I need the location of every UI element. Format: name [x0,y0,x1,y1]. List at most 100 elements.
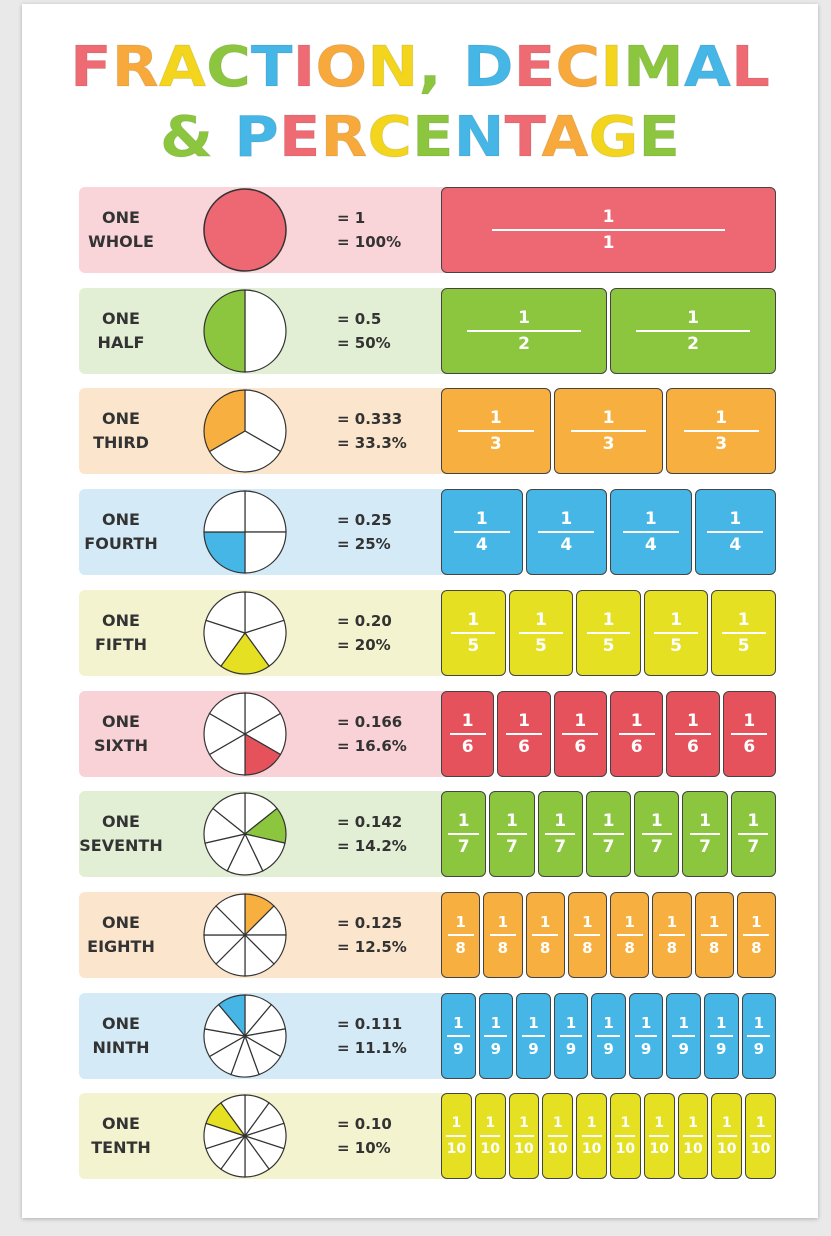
numerator: 1 [467,609,480,630]
numerator: 1 [453,1013,464,1032]
numerator: 1 [716,1013,727,1032]
numerator: 1 [654,1115,665,1132]
denominator: 6 [574,736,587,757]
denominator: 10 [717,1141,737,1158]
denominator: 5 [737,635,750,656]
denominator: 3 [602,434,615,455]
fraction-pie [203,591,287,675]
numerator: 1 [715,408,728,429]
poster-title: FRACTION, DECIMAL & PERCENTAGE [70,35,771,171]
fraction-line [446,1034,470,1037]
decimal-value: = 0.10 [337,1115,392,1134]
fraction-line [506,732,542,735]
numerator: 1 [506,811,518,832]
fraction-line [518,631,563,634]
fraction-name: ONE WHOLE [79,187,163,273]
numerator: 1 [721,1115,732,1132]
fraction-name-word: SEVENTH [79,836,163,856]
fraction-name-word: SIXTH [93,735,149,755]
denominator: 6 [461,736,474,757]
fraction-name-word: ONE [102,711,140,731]
fraction-values: = 0.111 = 11.1% [337,993,407,1079]
fraction-line [701,933,728,936]
denominator: 9 [453,1039,464,1058]
pie-slice [203,490,246,533]
fraction-row: ONE FOURTH = 0.25 = 25% 1 4 1 4 1 4 1 4 [79,489,795,576]
fraction-row: ONE NINTH = 0.111 = 11.1% 1 9 1 9 1 9 1 9 1 9 1 9 1 9 1 9 1 9 [79,992,795,1079]
denominator: 7 [650,837,663,858]
fraction-line [547,1135,568,1138]
numerator: 1 [729,509,742,530]
pie-slice [208,732,246,776]
numerator: 1 [620,1115,631,1132]
numerator: 1 [565,1013,577,1032]
fraction-name: ONE SEVENTH [79,791,163,877]
fraction-line [586,631,631,634]
fraction-line [570,430,647,433]
denominator: 7 [602,837,615,858]
fraction-row: ONE HALF = 0.5 = 50% 1 2 1 2 [79,287,795,374]
fraction-values: = 0.333 = 33.3% [337,388,407,474]
percent-value: = 100% [337,233,402,251]
denominator: 4 [729,535,742,556]
fraction-row: ONE SIXTH = 0.166 = 16.6% 1 6 1 6 1 6 1 6 1 6 1 6 [79,690,795,777]
fraction-row: ONE SEVENTH = 0.142 = 14.2% 1 7 1 7 1 7 1 7 1 7 1 7 1 7 [79,791,795,878]
numerator: 1 [708,912,720,931]
numerator: 1 [539,912,551,931]
numerator: 1 [670,609,682,630]
numerator: 1 [574,710,587,731]
denominator: 10 [750,1141,771,1158]
fraction-pie [203,389,287,473]
denominator: 7 [554,837,567,858]
fraction-line [707,531,764,534]
fraction-name-word: ONE [102,510,140,530]
numerator: 1 [489,408,502,429]
fraction-name: ONE THIRD [79,388,163,474]
numerator: 1 [475,509,488,530]
numerator: 1 [644,509,657,530]
numerator: 1 [518,710,530,731]
fraction-values: = 0.5 = 50% [337,288,391,374]
denominator: 6 [630,736,643,757]
decimal-value: = 0.111 [337,1014,403,1033]
fraction-row: ONE TENTH = 0.10 = 10% 1 10 1 10 1 10 1 10 1 10 1 10 1 10… [79,1093,795,1180]
denominator: 9 [716,1039,727,1058]
fraction-line [616,933,643,936]
fraction-bar: 1 10 [474,1093,506,1180]
numerator: 1 [560,509,573,530]
fraction-line [448,833,479,836]
fraction-line [597,1034,620,1037]
fraction-pie [203,188,287,272]
numerator: 1 [457,811,470,832]
numerator: 1 [602,408,615,429]
fraction-name: ONE SIXTH [79,691,163,777]
fraction-name: ONE TENTH [79,1093,163,1179]
fraction-line [574,933,601,936]
fraction-poster: FRACTION, DECIMAL & PERCENTAGE ONE WHOLE =… [22,4,818,1218]
fraction-line [635,329,751,332]
denominator: 9 [528,1039,539,1058]
pie-slice [212,792,246,836]
pie-slice [208,430,282,473]
fraction-pie [203,993,287,1078]
pie-slice [244,691,282,735]
fraction-name-word: TENTH [91,1138,151,1158]
fraction-line [731,732,768,735]
fraction-line [484,1034,508,1037]
fraction-bar: 1 10 [609,1093,641,1180]
fraction-line [447,933,474,936]
